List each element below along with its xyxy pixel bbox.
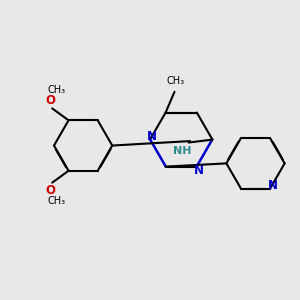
Text: N: N	[147, 130, 157, 142]
Text: CH₃: CH₃	[48, 196, 66, 206]
Text: N: N	[194, 164, 204, 177]
Text: N: N	[268, 178, 278, 191]
Text: CH₃: CH₃	[167, 76, 185, 86]
Text: NH: NH	[173, 146, 191, 156]
Text: O: O	[46, 184, 56, 197]
Text: CH₃: CH₃	[48, 85, 66, 95]
Text: O: O	[46, 94, 56, 107]
